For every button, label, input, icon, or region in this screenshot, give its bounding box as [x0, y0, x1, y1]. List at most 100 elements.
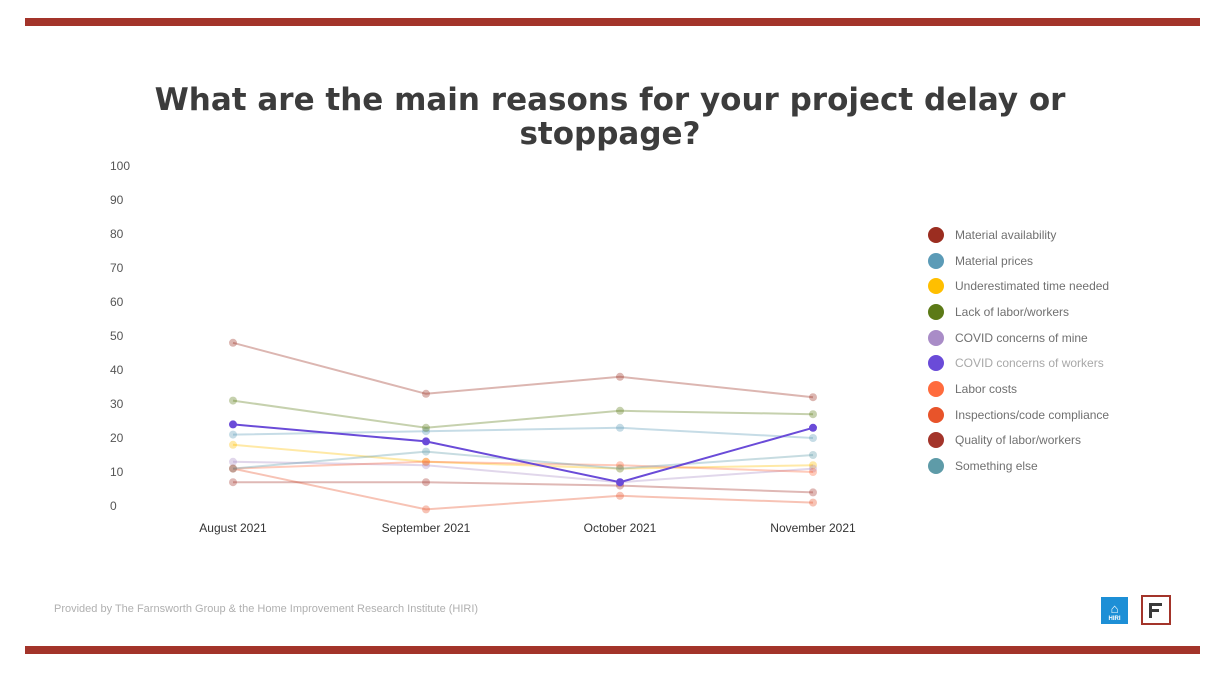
legend-item[interactable]: Material prices [928, 248, 1109, 274]
series-material-prices [229, 423, 817, 442]
legend-label: Material availability [955, 227, 1057, 242]
data-point[interactable] [229, 430, 237, 439]
legend-marker [928, 406, 944, 423]
data-point[interactable] [809, 464, 817, 473]
data-point[interactable] [422, 447, 430, 456]
data-point[interactable] [809, 488, 817, 497]
legend-label: Quality of labor/workers [955, 433, 1082, 448]
legend-label: Labor costs [955, 381, 1018, 396]
data-point[interactable] [229, 478, 237, 487]
data-point[interactable] [616, 464, 624, 473]
data-point[interactable] [229, 457, 237, 466]
data-point[interactable] [422, 505, 430, 514]
series-line [232, 460, 814, 484]
data-point[interactable] [229, 464, 237, 473]
legend-marker [928, 278, 944, 295]
series-line [232, 460, 814, 473]
hiri-logo-text: HIRI [1108, 616, 1121, 622]
data-point[interactable] [422, 389, 430, 398]
legend-marker [928, 303, 944, 320]
data-point[interactable] [422, 437, 430, 446]
chart-legend: Material availability Material prices Unde… [928, 222, 1109, 479]
legend-label: COVID concerns of workers [955, 356, 1104, 371]
series-line [232, 450, 814, 470]
data-point[interactable] [809, 451, 817, 459]
data-point[interactable] [229, 420, 237, 429]
data-point[interactable] [616, 491, 624, 500]
data-point[interactable] [229, 396, 237, 405]
data-point[interactable] [422, 457, 430, 466]
data-point[interactable] [229, 440, 237, 449]
x-tick-label: August 2021 [199, 521, 267, 535]
data-point[interactable] [229, 338, 237, 347]
legend-label: Lack of labor/workers [955, 304, 1070, 319]
y-tick-label: 100 [110, 159, 130, 173]
data-point[interactable] [616, 406, 624, 415]
data-point[interactable] [809, 434, 817, 442]
series-inspections-code-compliance [229, 464, 817, 514]
data-point[interactable] [809, 423, 817, 432]
data-point[interactable] [422, 461, 430, 470]
legend-item[interactable]: COVID concerns of mine [928, 325, 1109, 351]
data-point[interactable] [809, 410, 817, 419]
data-point[interactable] [616, 478, 624, 487]
series-labor-costs [229, 457, 817, 476]
legend-item[interactable]: COVID concerns of workers [928, 350, 1109, 376]
bottom-accent-bar [25, 646, 1200, 654]
legend-item[interactable]: Inspections/code compliance [928, 402, 1109, 428]
y-tick-label: 90 [110, 193, 124, 207]
footer-credit: Provided by The Farnsworth Group & the H… [54, 603, 479, 615]
series-something-else [229, 447, 817, 473]
y-tick-label: 50 [110, 329, 124, 343]
legend-item[interactable]: Labor costs [928, 376, 1109, 402]
data-point[interactable] [616, 423, 624, 432]
legend-label: COVID concerns of mine [955, 330, 1088, 345]
legend-item[interactable]: Quality of labor/workers [928, 428, 1109, 454]
series-covid-concerns-of-workers [229, 420, 817, 487]
data-point[interactable] [422, 457, 430, 466]
legend-item[interactable]: Material availability [928, 222, 1109, 248]
legend-item[interactable]: Lack of labor/workers [928, 299, 1109, 325]
y-tick-label: 20 [110, 431, 124, 445]
series-line [233, 481, 814, 494]
legend-label: Something else [955, 459, 1038, 474]
data-point[interactable] [229, 464, 237, 473]
x-tick-label: September 2021 [382, 521, 471, 535]
legend-marker [928, 226, 944, 243]
legend-marker [928, 329, 944, 346]
series-line [232, 399, 814, 429]
y-tick-label: 60 [110, 295, 124, 309]
top-accent-bar [25, 18, 1200, 26]
series-covid-concerns-of-mine [229, 457, 817, 487]
y-tick-label: 80 [110, 227, 124, 241]
data-point[interactable] [422, 478, 430, 487]
series-line [232, 423, 814, 484]
data-point[interactable] [809, 498, 817, 507]
series-lack-of-labor-workers [229, 396, 817, 432]
y-tick-label: 10 [110, 465, 124, 479]
data-point[interactable] [616, 461, 624, 470]
data-point[interactable] [809, 461, 817, 470]
data-point[interactable] [809, 468, 817, 476]
x-tick-label: October 2021 [584, 521, 657, 535]
data-point[interactable] [422, 427, 430, 436]
legend-item[interactable]: Something else [928, 453, 1109, 479]
data-point[interactable] [809, 393, 817, 402]
legend-label: Material prices [955, 253, 1034, 268]
data-point[interactable] [616, 464, 624, 473]
data-point[interactable] [616, 372, 624, 381]
series-line [232, 467, 814, 511]
legend-label: Underestimated time needed [955, 279, 1110, 294]
data-point[interactable] [229, 464, 237, 473]
legend-label: Inspections/code compliance [955, 407, 1110, 422]
series-line [232, 443, 814, 470]
house-icon: ⌂ [1110, 601, 1119, 616]
y-tick-label: 30 [110, 397, 124, 411]
legend-marker [928, 252, 944, 269]
data-point[interactable] [422, 423, 430, 432]
series-underestimated-time-needed [229, 440, 817, 473]
legend-item[interactable]: Underestimated time needed [928, 273, 1109, 299]
hiri-logo: ⌂ HIRI [1101, 597, 1128, 624]
legend-marker [928, 355, 944, 372]
